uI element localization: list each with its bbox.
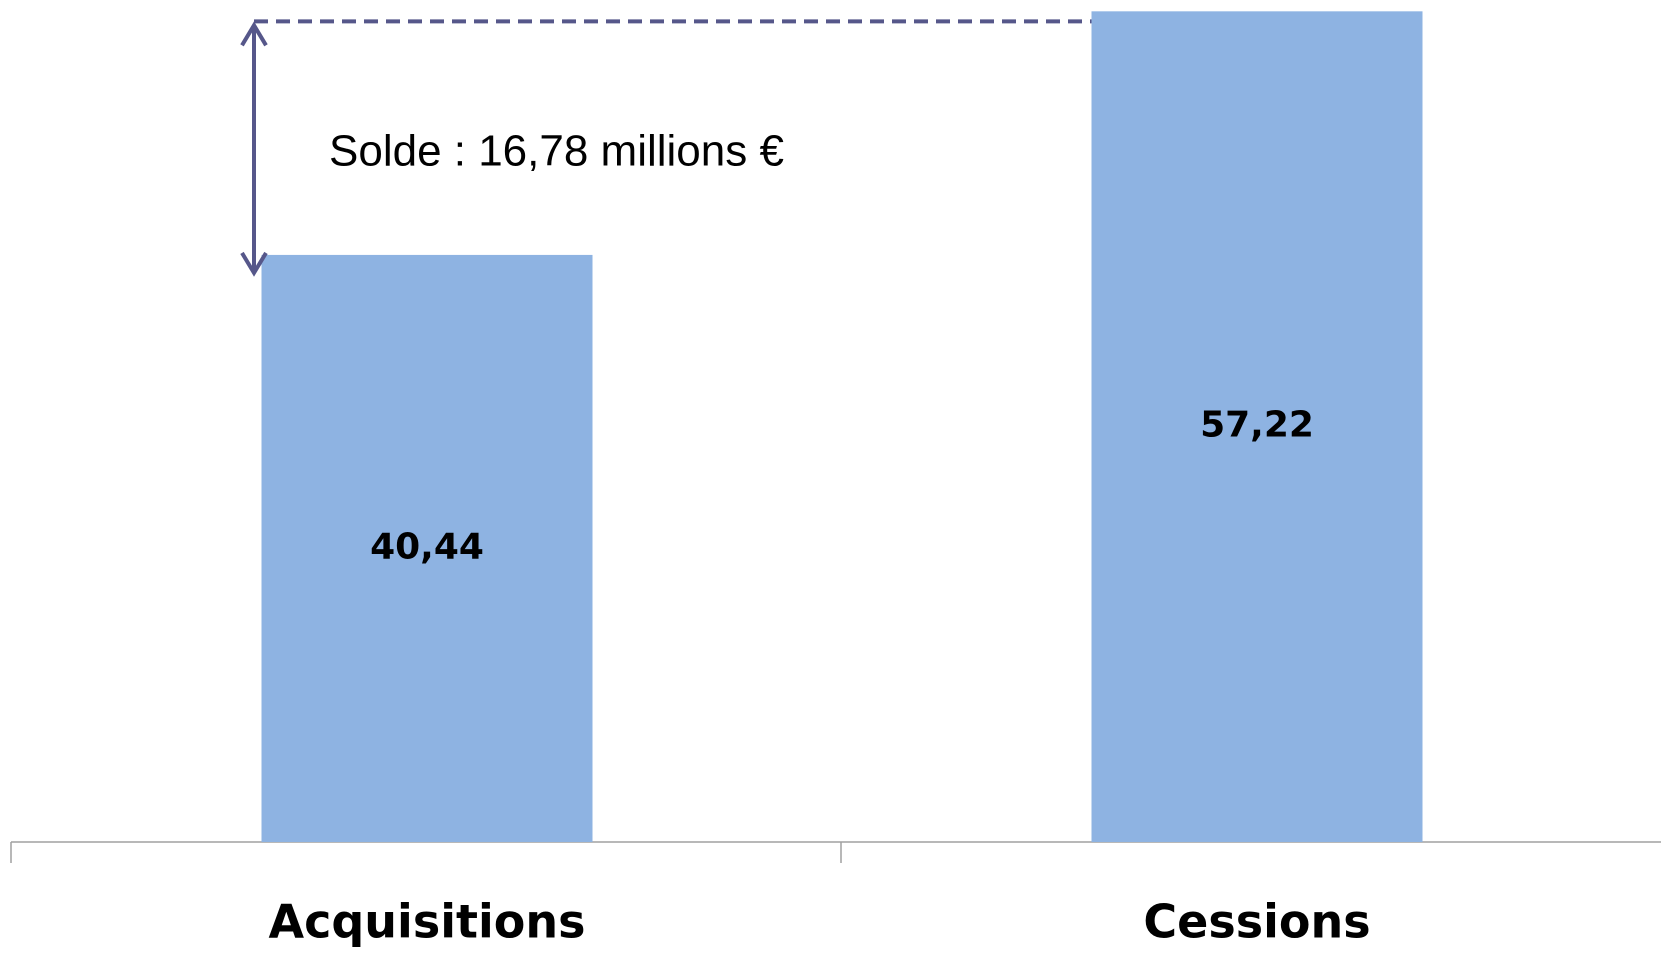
value-label: 40,44 [370, 526, 484, 567]
arrow-head [240, 251, 268, 277]
bar [261, 254, 593, 843]
x-tick-label: Cessions [1143, 895, 1370, 949]
value-label: 57,22 [1200, 405, 1314, 446]
arrow-head [240, 21, 268, 47]
x-tick-label: Acquisitions [269, 895, 586, 949]
bar [1091, 11, 1423, 843]
annotation: Solde : 16,78 millions € [329, 127, 784, 176]
